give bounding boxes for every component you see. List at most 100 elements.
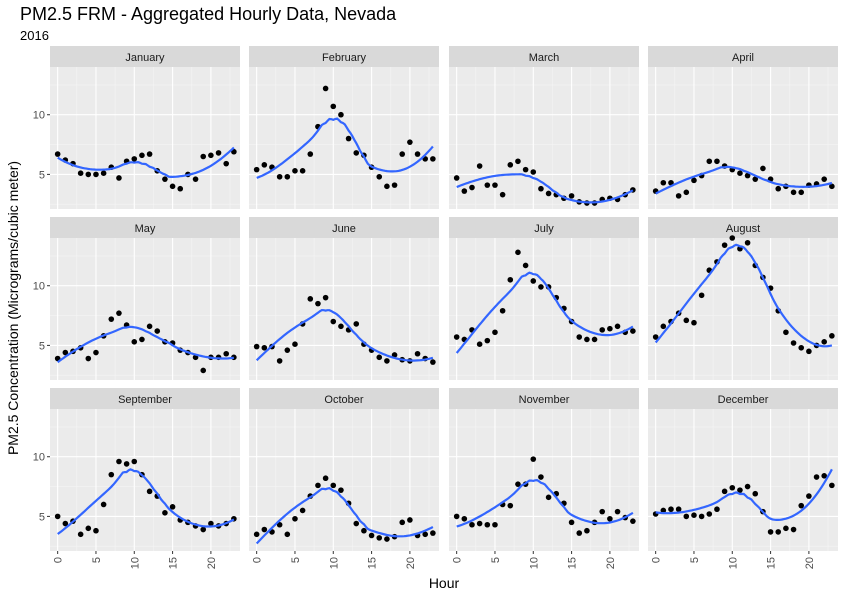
- data-point: [530, 456, 537, 462]
- x-tick-label: 20: [605, 557, 617, 569]
- facet-strip-label: April: [732, 52, 754, 64]
- panel-background: [249, 238, 439, 380]
- data-point: [752, 176, 759, 182]
- data-point: [499, 191, 506, 198]
- data-point: [775, 529, 782, 535]
- data-point: [414, 350, 421, 357]
- data-point: [430, 359, 436, 365]
- facet-strip-label: June: [332, 223, 356, 235]
- data-point: [131, 458, 138, 465]
- facet-strip: [648, 46, 838, 67]
- data-point: [721, 242, 728, 248]
- data-point: [384, 358, 390, 364]
- data-point: [576, 530, 583, 536]
- data-point: [208, 520, 214, 527]
- data-point: [660, 507, 667, 514]
- data-point: [54, 513, 61, 520]
- data-point: [783, 525, 789, 532]
- data-point: [760, 165, 766, 172]
- data-point: [284, 173, 291, 180]
- facet-panel-may: May 5 10: [33, 217, 240, 380]
- data-point: [821, 339, 828, 345]
- data-point: [292, 341, 298, 348]
- smooth-line: [256, 117, 434, 179]
- smooth-line: [655, 165, 833, 195]
- data-point: [131, 156, 138, 162]
- data-point: [307, 151, 314, 157]
- data-point: [484, 521, 491, 528]
- data-point: [576, 334, 583, 340]
- data-point: [499, 307, 506, 314]
- data-point: [62, 349, 69, 356]
- facet-panel-april: April: [648, 46, 838, 209]
- data-point: [322, 294, 329, 301]
- data-point: [515, 158, 521, 165]
- data-point: [276, 173, 283, 180]
- facet-strip-label: August: [726, 223, 760, 235]
- data-point: [330, 318, 337, 325]
- data-point: [223, 350, 230, 357]
- data-point: [829, 333, 835, 339]
- data-point: [100, 170, 107, 177]
- smooth-line: [57, 146, 235, 178]
- data-point: [744, 172, 751, 179]
- data-point: [376, 354, 383, 361]
- data-point: [453, 334, 460, 340]
- data-point: [798, 344, 805, 351]
- x-tick-label: 5: [689, 557, 701, 563]
- data-point: [806, 348, 812, 355]
- data-point: [215, 150, 222, 156]
- panel-background: [449, 409, 639, 551]
- data-point: [813, 474, 820, 480]
- data-point: [530, 169, 537, 175]
- data-point: [299, 507, 306, 514]
- data-point: [798, 502, 805, 509]
- data-point: [177, 185, 184, 192]
- data-point: [821, 473, 828, 479]
- data-point: [100, 501, 107, 508]
- data-point: [469, 521, 475, 528]
- data-point: [322, 475, 329, 482]
- data-point: [192, 176, 199, 182]
- data-point: [630, 518, 636, 524]
- data-point: [461, 515, 468, 522]
- data-point: [484, 337, 491, 344]
- data-point: [744, 239, 751, 246]
- facet-panel-january: January 5 10: [33, 46, 240, 209]
- data-point: [706, 511, 713, 517]
- data-point: [85, 355, 92, 362]
- data-point: [54, 151, 61, 157]
- data-point: [790, 340, 797, 346]
- data-point: [77, 170, 84, 177]
- x-tick-label: 5: [290, 557, 302, 563]
- data-point: [767, 529, 774, 535]
- data-point: [484, 182, 491, 188]
- panel-background: [648, 409, 838, 551]
- y-tick-label: 5: [39, 340, 45, 352]
- facet-strip: [449, 388, 639, 409]
- data-point: [721, 488, 728, 495]
- data-point: [407, 517, 413, 523]
- data-point: [353, 321, 360, 327]
- facet-panel-february: February: [249, 46, 439, 209]
- data-point: [85, 525, 92, 532]
- data-point: [361, 527, 367, 534]
- x-axis-label: Hour: [429, 575, 460, 591]
- x-tick-label: 5: [91, 557, 103, 563]
- data-point: [698, 292, 705, 299]
- facet-strip-label: February: [322, 52, 367, 64]
- data-point: [93, 527, 99, 534]
- data-point: [284, 531, 291, 538]
- panel-background: [50, 409, 240, 551]
- facet-strip-label: September: [118, 394, 172, 406]
- data-point: [276, 358, 283, 364]
- x-tick-label: 10: [328, 557, 340, 569]
- data-point: [675, 193, 682, 199]
- y-tick-label: 5: [39, 511, 45, 523]
- data-point: [169, 504, 176, 510]
- data-point: [384, 183, 390, 190]
- data-point: [522, 262, 529, 269]
- data-point: [538, 185, 544, 192]
- x-tick-label: 20: [405, 557, 417, 569]
